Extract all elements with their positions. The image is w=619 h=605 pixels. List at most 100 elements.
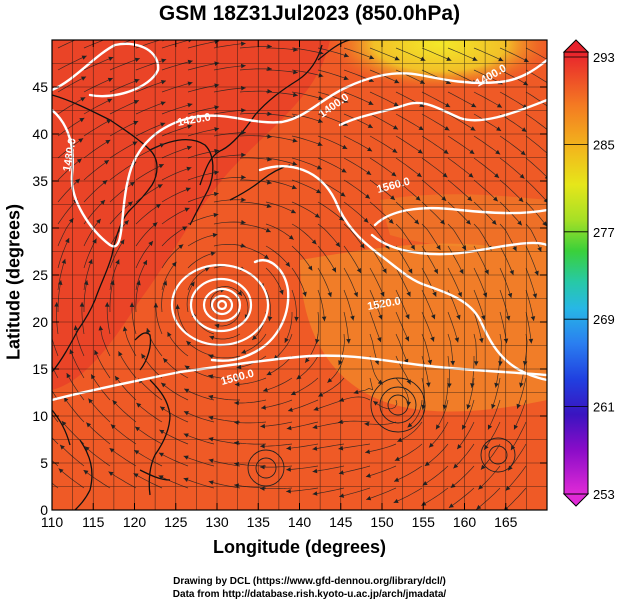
wind-arrowhead bbox=[81, 76, 87, 81]
streamline bbox=[284, 312, 293, 343]
wind-arrowhead bbox=[493, 196, 498, 202]
streamline bbox=[59, 444, 85, 467]
streamline bbox=[183, 388, 215, 401]
wind-arrowhead bbox=[107, 77, 113, 83]
wind-arrowhead bbox=[487, 424, 493, 430]
streamline bbox=[343, 267, 358, 298]
streamline bbox=[499, 135, 526, 156]
wind-arrowhead bbox=[158, 452, 164, 457]
streamline bbox=[421, 113, 450, 131]
wind-arrowhead bbox=[132, 141, 138, 146]
wind-arrowhead bbox=[507, 292, 513, 298]
streamline bbox=[421, 333, 432, 365]
wind-arrowhead bbox=[430, 336, 435, 342]
streamline bbox=[338, 465, 371, 474]
streamline bbox=[109, 280, 114, 313]
wind-arrowhead bbox=[292, 138, 298, 143]
streamline bbox=[471, 356, 475, 388]
streamline bbox=[134, 426, 163, 445]
streamline bbox=[161, 207, 190, 225]
streamline bbox=[525, 289, 535, 322]
wind-arrowhead bbox=[520, 150, 526, 156]
wind-arrowhead bbox=[365, 473, 371, 478]
wind-arrowhead bbox=[496, 103, 502, 108]
wind-arrowhead bbox=[184, 207, 190, 212]
streamline bbox=[291, 69, 324, 77]
streamline bbox=[499, 91, 528, 109]
wind-arrowhead bbox=[183, 455, 189, 460]
streamline bbox=[141, 353, 163, 379]
streamline bbox=[286, 487, 319, 492]
wind-arrowhead bbox=[286, 445, 292, 451]
streamline bbox=[456, 421, 475, 450]
wind-arrowhead bbox=[104, 160, 110, 165]
wind-arrowhead bbox=[214, 170, 219, 175]
streamline bbox=[83, 238, 97, 269]
wind-arrowhead bbox=[81, 55, 87, 60]
wind-arrowhead bbox=[61, 421, 67, 426]
streamline bbox=[123, 326, 137, 357]
wind-arrowhead bbox=[505, 485, 511, 491]
wind-arrowhead bbox=[424, 461, 430, 466]
streamline bbox=[57, 55, 87, 71]
streamline bbox=[83, 159, 110, 181]
streamline bbox=[395, 157, 422, 178]
wind-arrowhead bbox=[364, 421, 369, 427]
wind-arrowhead bbox=[366, 170, 372, 175]
streamline bbox=[234, 463, 267, 467]
wind-arrowhead bbox=[431, 314, 436, 320]
wind-arrowhead bbox=[534, 270, 539, 276]
streamline bbox=[447, 355, 450, 388]
wind-arrowhead bbox=[94, 350, 99, 356]
wind-arrowhead bbox=[530, 316, 536, 322]
streamline bbox=[239, 46, 272, 49]
streamline bbox=[313, 399, 345, 411]
wind-arrowhead bbox=[290, 390, 297, 396]
streamline bbox=[525, 157, 547, 178]
wind-arrowhead bbox=[394, 79, 400, 84]
streamline bbox=[135, 222, 158, 247]
streamline bbox=[208, 354, 241, 359]
wind-arrowhead bbox=[459, 269, 464, 275]
streamline bbox=[109, 120, 139, 137]
streamline bbox=[213, 221, 246, 225]
streamline bbox=[395, 135, 423, 154]
wind-arrowhead bbox=[498, 361, 503, 366]
streamline bbox=[525, 179, 547, 203]
wind-arrowhead bbox=[45, 349, 49, 354]
streamline bbox=[291, 157, 323, 170]
streamline bbox=[135, 80, 167, 93]
streamline bbox=[473, 47, 504, 62]
wind-arrowhead bbox=[368, 100, 374, 105]
streamline bbox=[473, 289, 485, 321]
wind-arrowhead bbox=[148, 241, 153, 246]
wind-arrowhead bbox=[513, 424, 519, 430]
streamline bbox=[343, 201, 369, 223]
y-tick-label: 40 bbox=[32, 126, 48, 142]
streamline bbox=[291, 113, 324, 123]
wind-arrowhead bbox=[240, 41, 246, 47]
wind-arrowhead bbox=[285, 261, 291, 267]
streamline bbox=[187, 252, 216, 269]
wind-arrowhead bbox=[467, 196, 473, 202]
x-tick-label: 160 bbox=[453, 514, 477, 530]
streamline bbox=[186, 340, 215, 357]
wind-arrowhead bbox=[34, 467, 39, 472]
streamline bbox=[447, 113, 476, 131]
streamline bbox=[56, 302, 59, 335]
wind-arrowhead bbox=[100, 199, 106, 205]
streamline bbox=[421, 289, 436, 320]
streamline bbox=[187, 171, 219, 181]
wind-arrowhead bbox=[284, 337, 289, 343]
streamline bbox=[395, 113, 424, 131]
streamline bbox=[353, 377, 374, 394]
streamline bbox=[478, 465, 501, 490]
y-axis-label: Latitude (degrees) bbox=[3, 203, 24, 361]
wind-arrowhead bbox=[378, 314, 383, 320]
wind-arrowhead bbox=[407, 422, 413, 428]
streamline bbox=[133, 473, 163, 489]
colorbar-tick-label: 277 bbox=[593, 225, 615, 240]
streamline bbox=[499, 267, 512, 299]
colorbar-tick-label: 253 bbox=[593, 487, 615, 502]
streamline bbox=[428, 421, 449, 448]
